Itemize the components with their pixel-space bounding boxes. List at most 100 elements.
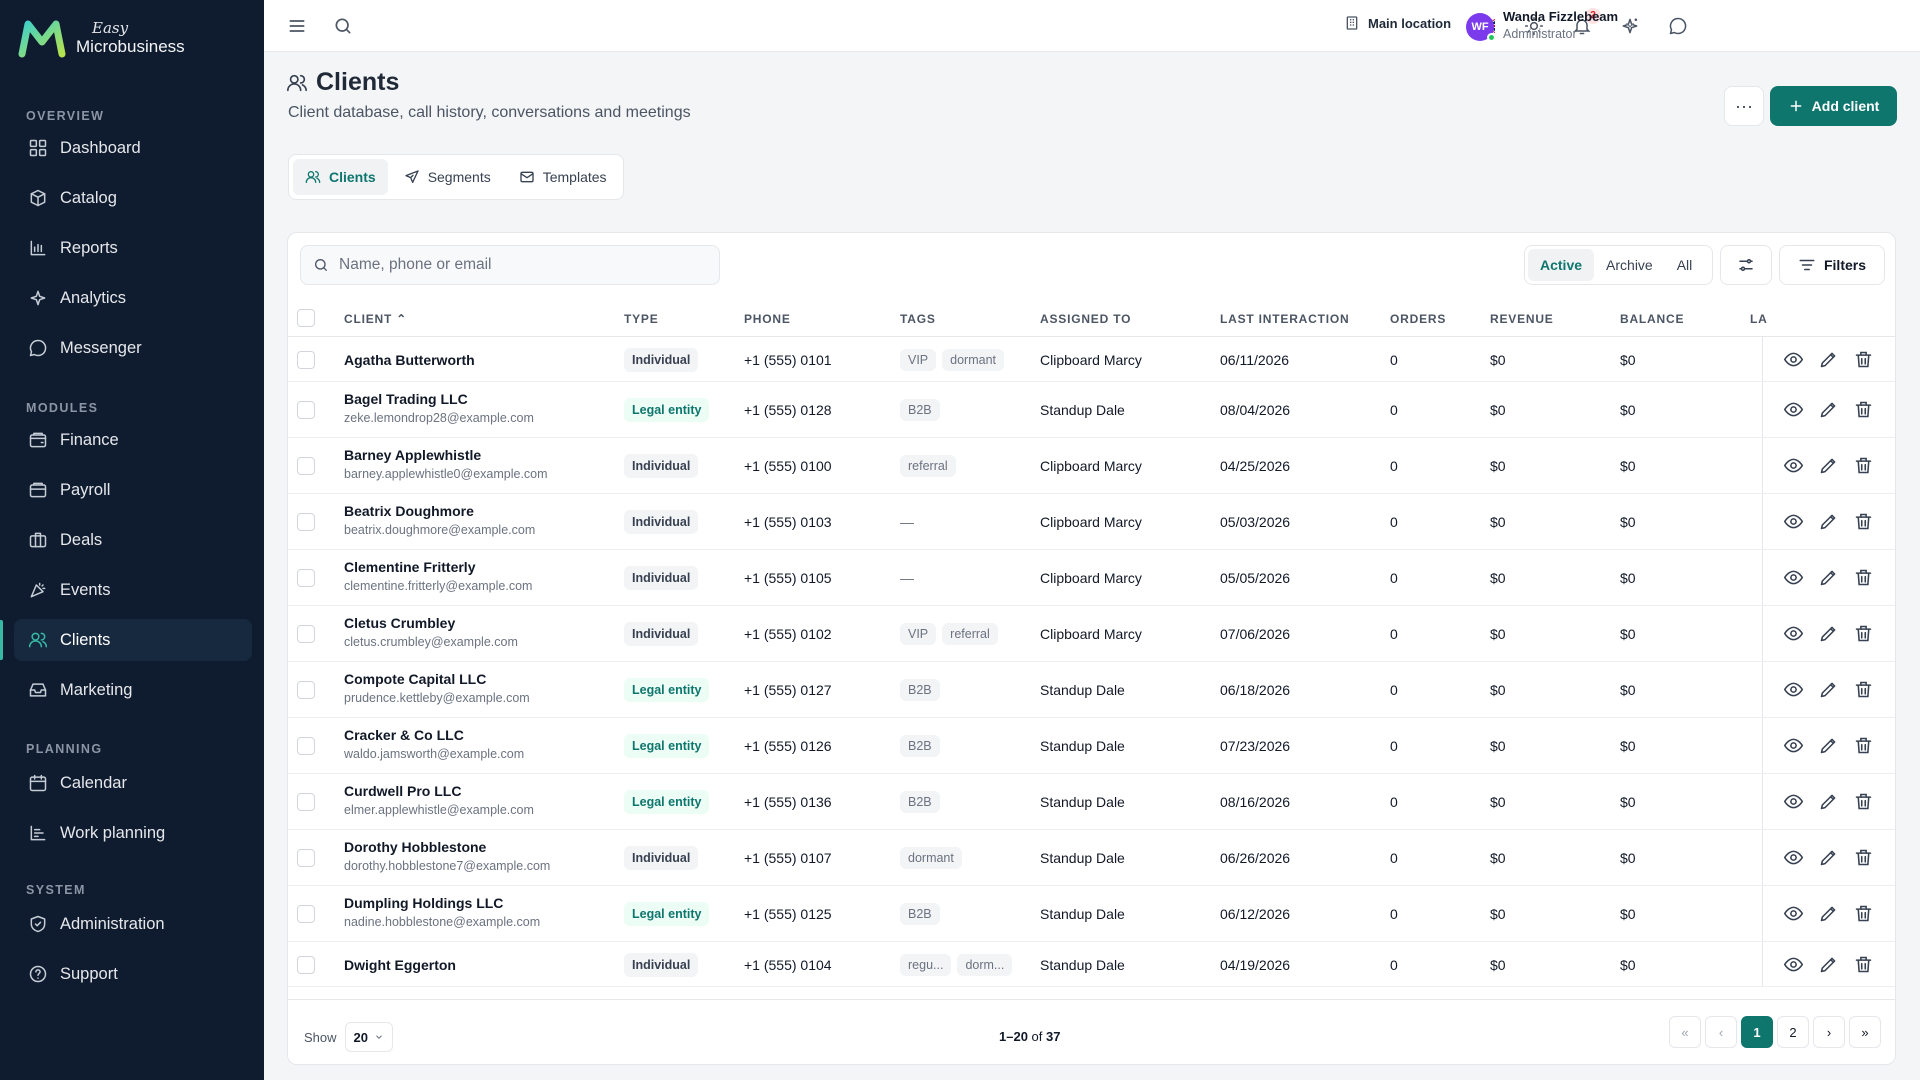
location-selector[interactable]: Main location <box>1344 15 1451 31</box>
delete-trash-icon[interactable] <box>1853 349 1874 370</box>
row-checkbox[interactable] <box>297 956 315 974</box>
view-eye-icon[interactable] <box>1783 349 1804 370</box>
client-name[interactable]: Bagel Trading LLC <box>344 391 468 407</box>
sidebar-item-messenger[interactable]: Messenger <box>14 327 252 369</box>
client-cell[interactable]: Compote Capital LLC prudence.kettleby@exa… <box>344 671 530 705</box>
edit-pencil-icon[interactable] <box>1818 567 1839 588</box>
view-eye-icon[interactable] <box>1783 511 1804 532</box>
filters-button[interactable]: Filters <box>1779 245 1885 285</box>
view-eye-icon[interactable] <box>1783 847 1804 868</box>
more-options-button[interactable]: ··· <box>1724 86 1764 126</box>
client-cell[interactable]: Barney Applewhistle barney.applewhistle0@… <box>344 447 548 481</box>
table-row[interactable]: Curdwell Pro LLC elmer.applewhistle@examp… <box>288 774 1895 830</box>
view-eye-icon[interactable] <box>1783 399 1804 420</box>
col-orders[interactable]: ORDERS <box>1390 312 1447 326</box>
edit-pencil-icon[interactable] <box>1818 399 1839 420</box>
user-menu[interactable]: Wanda Fizzlebeam Administrator <box>1503 9 1618 42</box>
delete-trash-icon[interactable] <box>1853 791 1874 812</box>
client-name[interactable]: Compote Capital LLC <box>344 671 487 687</box>
sidebar-item-analytics[interactable]: Analytics <box>14 277 252 319</box>
status-all[interactable]: All <box>1676 257 1693 273</box>
row-checkbox[interactable] <box>297 737 315 755</box>
view-eye-icon[interactable] <box>1783 567 1804 588</box>
edit-pencil-icon[interactable] <box>1818 511 1839 532</box>
edit-pencil-icon[interactable] <box>1818 349 1839 370</box>
col-revenue[interactable]: REVENUE <box>1490 312 1554 326</box>
edit-pencil-icon[interactable] <box>1818 847 1839 868</box>
delete-trash-icon[interactable] <box>1853 567 1874 588</box>
col-last-interaction[interactable]: LAST INTERACTION <box>1220 312 1350 326</box>
menu-icon[interactable] <box>287 16 307 36</box>
client-cell[interactable]: Dwight Eggerton <box>344 957 456 973</box>
search-input[interactable] <box>339 256 699 274</box>
tab-segments[interactable]: Segments <box>392 159 503 195</box>
client-name[interactable]: Agatha Butterworth <box>344 352 475 368</box>
client-cell[interactable]: Cletus Crumbley cletus.crumbley@example.c… <box>344 615 518 649</box>
edit-pencil-icon[interactable] <box>1818 679 1839 700</box>
sidebar-item-reports[interactable]: Reports <box>14 227 252 269</box>
delete-trash-icon[interactable] <box>1853 903 1874 924</box>
delete-trash-icon[interactable] <box>1853 847 1874 868</box>
theme-sun-icon[interactable] <box>1524 16 1544 36</box>
client-name[interactable]: Curdwell Pro LLC <box>344 783 462 799</box>
row-checkbox[interactable] <box>297 681 315 699</box>
sidebar-item-finance[interactable]: Finance <box>14 419 252 461</box>
sidebar-item-payroll[interactable]: Payroll <box>14 469 252 511</box>
chevron-down-icon[interactable] <box>1623 18 1637 32</box>
col-tags[interactable]: TAGS <box>900 312 936 326</box>
delete-trash-icon[interactable] <box>1853 679 1874 700</box>
table-row[interactable]: Compote Capital LLC prudence.kettleby@exa… <box>288 662 1895 718</box>
col-type[interactable]: TYPE <box>624 312 659 326</box>
row-checkbox[interactable] <box>297 569 315 587</box>
sidebar-item-work-planning[interactable]: Work planning <box>14 812 252 854</box>
client-name[interactable]: Dumpling Holdings LLC <box>344 895 504 911</box>
sidebar-item-deals[interactable]: Deals <box>14 519 252 561</box>
chat-icon[interactable] <box>1668 16 1688 36</box>
ai-sparkle-icon[interactable] <box>1620 16 1640 36</box>
search-box[interactable] <box>300 245 720 285</box>
view-eye-icon[interactable] <box>1783 455 1804 476</box>
edit-pencil-icon[interactable] <box>1818 455 1839 476</box>
brand-logo[interactable]: Easy Microbusiness <box>18 18 185 58</box>
client-name[interactable]: Cracker & Co LLC <box>344 727 464 743</box>
edit-pencil-icon[interactable] <box>1818 954 1839 975</box>
sidebar-item-calendar[interactable]: Calendar <box>14 762 252 804</box>
prev-page-button[interactable]: ‹ <box>1705 1016 1737 1048</box>
view-eye-icon[interactable] <box>1783 735 1804 756</box>
status-active[interactable]: Active <box>1528 249 1595 281</box>
client-name[interactable]: Barney Applewhistle <box>344 447 482 463</box>
client-cell[interactable]: Cracker & Co LLC waldo.jamsworth@example.… <box>344 727 524 761</box>
sidebar-item-support[interactable]: Support <box>14 953 252 995</box>
tab-clients[interactable]: Clients <box>293 159 388 195</box>
table-row[interactable]: Cracker & Co LLC waldo.jamsworth@example.… <box>288 718 1895 774</box>
page-size-select[interactable]: 20 <box>344 1022 393 1052</box>
client-name[interactable]: Beatrix Doughmore <box>344 503 474 519</box>
edit-pencil-icon[interactable] <box>1818 791 1839 812</box>
select-all-checkbox[interactable] <box>297 309 315 327</box>
row-checkbox[interactable] <box>297 905 315 923</box>
col-client[interactable]: CLIENT ⌃ <box>344 312 408 326</box>
sidebar-item-clients[interactable]: Clients <box>14 619 252 661</box>
first-page-button[interactable]: « <box>1669 1016 1701 1048</box>
client-cell[interactable]: Curdwell Pro LLC elmer.applewhistle@examp… <box>344 783 534 817</box>
col-balance[interactable]: BALANCE <box>1620 312 1685 326</box>
table-row[interactable]: Cletus Crumbley cletus.crumbley@example.c… <box>288 606 1895 662</box>
page-button-2[interactable]: 2 <box>1777 1016 1809 1048</box>
sidebar-item-events[interactable]: Events <box>14 569 252 611</box>
client-name[interactable]: Dwight Eggerton <box>344 957 456 973</box>
search-icon[interactable] <box>333 16 353 36</box>
table-row[interactable]: Agatha Butterworth Individual +1 (555) 010… <box>288 337 1895 382</box>
delete-trash-icon[interactable] <box>1853 954 1874 975</box>
row-checkbox[interactable] <box>297 849 315 867</box>
sidebar-item-dashboard[interactable]: Dashboard <box>14 127 252 169</box>
table-row[interactable]: Clementine Fritterly clementine.fritterly… <box>288 550 1895 606</box>
delete-trash-icon[interactable] <box>1853 623 1874 644</box>
row-checkbox[interactable] <box>297 457 315 475</box>
bell-icon[interactable] <box>1572 16 1592 36</box>
view-eye-icon[interactable] <box>1783 679 1804 700</box>
edit-pencil-icon[interactable] <box>1818 735 1839 756</box>
status-archive[interactable]: Archive <box>1606 257 1653 273</box>
table-row[interactable]: Bagel Trading LLC zeke.lemondrop28@exampl… <box>288 382 1895 438</box>
view-eye-icon[interactable] <box>1783 791 1804 812</box>
row-checkbox[interactable] <box>297 793 315 811</box>
